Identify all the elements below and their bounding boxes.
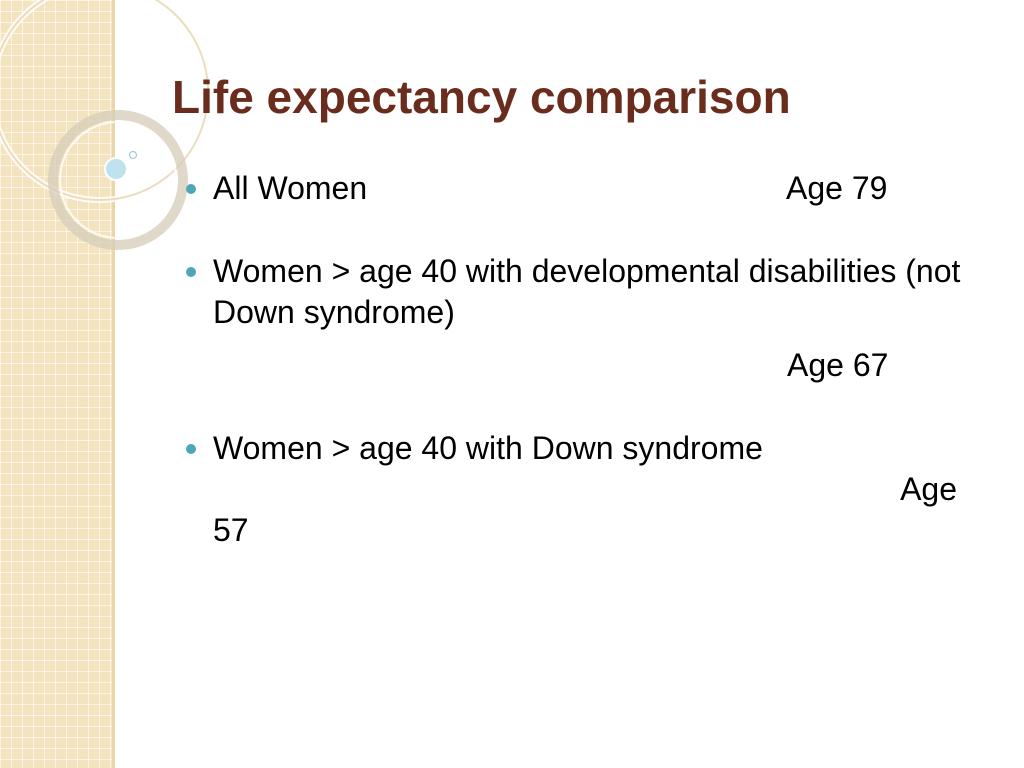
- bullet-label: Women > age 40 with developmental disabi…: [213, 253, 961, 330]
- bullet-label: All Women: [213, 170, 368, 206]
- bullet-age-word: Age: [900, 471, 957, 507]
- bullet-label: Women > age 40 with Down syndrome: [213, 430, 763, 466]
- bullet-age: Age 67: [787, 347, 889, 383]
- bullet-item-all-women: All Women Age 79: [186, 168, 966, 209]
- decorative-rings: [0, 0, 211, 250]
- sidebar-edge: [112, 0, 115, 768]
- bullet-item-down-syndrome: Women > age 40 with Down syndrome Age 57: [186, 428, 966, 551]
- large-ring-outline: [0, 0, 209, 201]
- small-ring: [48, 110, 188, 250]
- bullet-dot-icon: [186, 267, 196, 277]
- bullet-item-developmental-disabilities: Women > age 40 with developmental disabi…: [186, 251, 966, 386]
- bullet-list: All Women Age 79 Women > age 40 with dev…: [186, 168, 966, 551]
- bullet-dot-icon: [186, 444, 196, 454]
- blue-dot: [104, 157, 128, 181]
- slide-title: Life expectancy comparison: [172, 71, 791, 123]
- small-ring-inner: [59, 121, 177, 239]
- bullet-dot-icon: [186, 184, 196, 194]
- bullet-age-number: 57: [213, 512, 249, 548]
- small-blue-circle: [128, 150, 138, 160]
- bullet-age: Age 79: [786, 170, 888, 206]
